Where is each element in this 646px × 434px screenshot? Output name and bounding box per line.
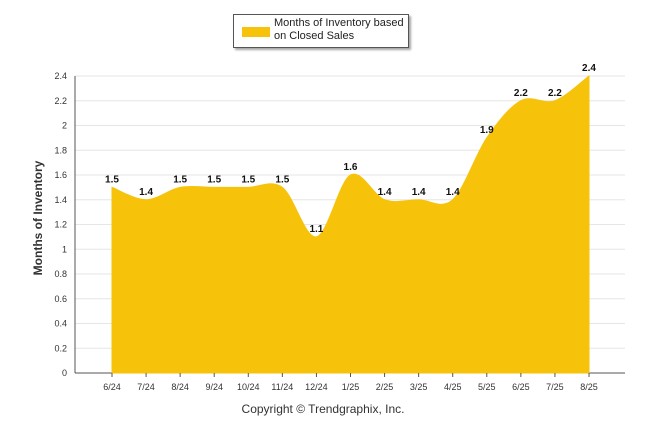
- x-tick-label: 6/24: [103, 382, 121, 392]
- y-tick-label: 1: [62, 244, 67, 254]
- y-tick-label: 1.4: [54, 195, 67, 205]
- data-label: 1.5: [241, 174, 255, 185]
- y-tick-label: 0.2: [54, 343, 67, 353]
- data-label: 1.5: [173, 174, 187, 185]
- data-label: 1.9: [480, 125, 494, 136]
- copyright-text: Copyright © Trendgraphix, Inc.: [241, 402, 405, 416]
- y-tick-label: 1.6: [54, 170, 67, 180]
- x-tick-label: 3/25: [410, 382, 428, 392]
- data-label: 1.5: [207, 174, 221, 185]
- data-label: 2.2: [514, 88, 528, 99]
- data-label: 1.6: [344, 162, 358, 173]
- data-label: 1.4: [139, 187, 153, 198]
- data-label: 1.5: [105, 174, 119, 185]
- y-tick-label: 1.2: [54, 220, 67, 230]
- legend-swatch: [242, 27, 270, 37]
- x-tick-label: 8/25: [580, 382, 598, 392]
- y-axis-title: Months of Inventory: [31, 160, 45, 276]
- chart-legend: Months of Inventory based on Closed Sale…: [233, 14, 409, 48]
- y-tick-label: 1.8: [54, 145, 67, 155]
- series-area: [111, 75, 590, 374]
- x-tick-label: 12/24: [305, 382, 328, 392]
- legend-label: Months of Inventory based on Closed Sale…: [274, 17, 404, 42]
- x-tick-label: 11/24: [271, 382, 293, 392]
- y-tick-label: 2.4: [54, 71, 67, 81]
- x-tick-label: 7/24: [137, 382, 155, 392]
- y-tick-label: 2: [62, 121, 67, 131]
- y-tick-label: 0.8: [54, 269, 67, 279]
- x-tick-label: 1/25: [342, 382, 360, 392]
- x-tick-label: 2/25: [376, 382, 394, 392]
- data-label: 1.4: [412, 187, 426, 198]
- data-label: 2.4: [582, 63, 596, 74]
- y-tick-label: 0.6: [54, 294, 67, 304]
- data-label: 1.5: [275, 174, 289, 185]
- x-tick-label: 7/25: [546, 382, 564, 392]
- x-tick-label: 8/24: [171, 382, 189, 392]
- x-tick-label: 9/24: [205, 382, 223, 392]
- x-tick-label: 10/24: [237, 382, 260, 392]
- data-label: 1.1: [309, 224, 323, 235]
- y-tick-label: 0: [62, 368, 67, 378]
- data-label: 1.4: [446, 187, 460, 198]
- data-label: 2.2: [548, 88, 562, 99]
- y-tick-label: 2.2: [54, 96, 67, 106]
- y-tick-label: 0.4: [54, 319, 67, 329]
- data-label: 1.4: [378, 187, 392, 198]
- x-tick-label: 6/25: [512, 382, 530, 392]
- x-tick-label: 5/25: [478, 382, 496, 392]
- x-tick-label: 4/25: [444, 382, 462, 392]
